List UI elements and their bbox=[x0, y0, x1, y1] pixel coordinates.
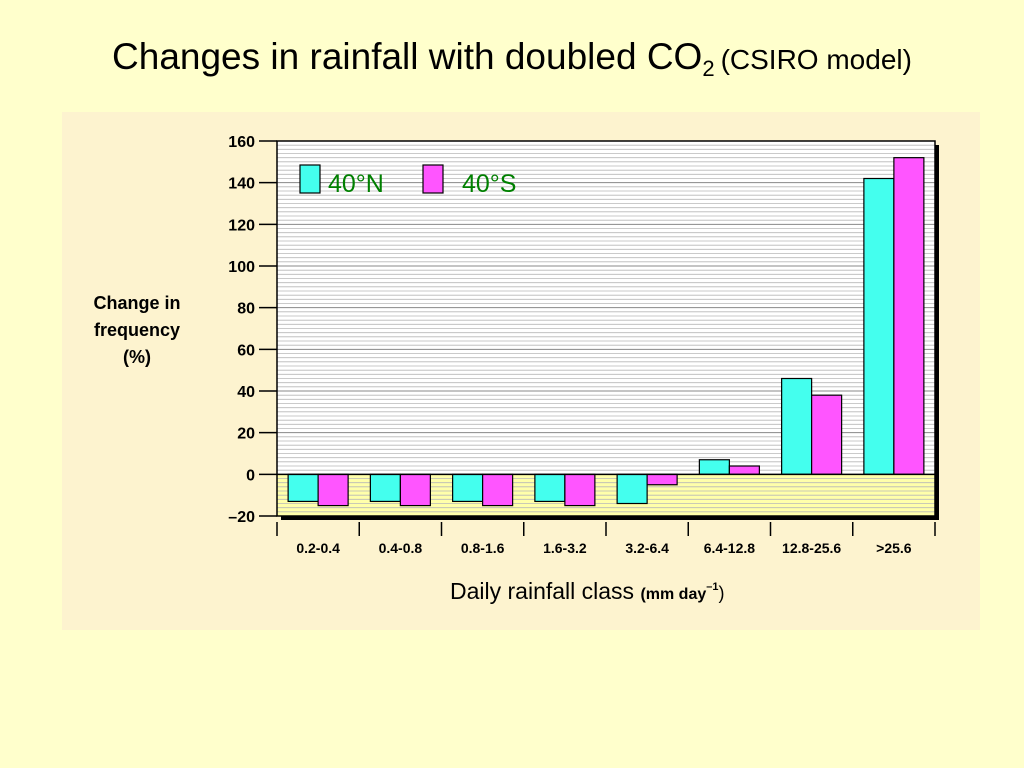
x-tick-label: 12.8-25.6 bbox=[782, 540, 841, 556]
x-axis-label-unit: (mm day bbox=[640, 586, 707, 603]
legend-label: 40°S bbox=[462, 170, 516, 198]
y-axis-label-line: frequency bbox=[93, 320, 181, 340]
y-tick-label: 120 bbox=[228, 217, 255, 234]
bar-north bbox=[534, 473, 566, 503]
y-tick-label: 80 bbox=[237, 301, 255, 318]
y-tick-label: 100 bbox=[228, 259, 255, 276]
bar-north bbox=[616, 473, 648, 505]
bar-south bbox=[893, 157, 925, 475]
x-tick-label: 0.4-0.8 bbox=[379, 540, 423, 556]
y-tick-label: 140 bbox=[228, 176, 255, 193]
y-tick-label: 20 bbox=[237, 426, 255, 443]
legend-swatch bbox=[422, 164, 444, 194]
x-axis-label: Daily rainfall class (mm day–1) bbox=[450, 578, 725, 605]
y-axis-label-line: (%) bbox=[123, 347, 151, 367]
bar-south bbox=[482, 473, 514, 507]
y-tick-label: 60 bbox=[237, 342, 255, 359]
x-axis-label-close: ) bbox=[718, 583, 725, 603]
x-tick-label: 1.6-3.2 bbox=[543, 540, 587, 556]
y-tick-label: –20 bbox=[228, 509, 255, 526]
x-axis-label-exponent: –1 bbox=[706, 581, 719, 593]
bar-south bbox=[317, 473, 349, 507]
x-tick-label: 0.8-1.6 bbox=[461, 540, 505, 556]
bar-south bbox=[811, 394, 843, 475]
y-axis-label-line: Change in bbox=[93, 293, 181, 313]
bar-south bbox=[399, 473, 431, 507]
y-tick-label: 0 bbox=[246, 467, 255, 484]
title-model: (CSIRO model) bbox=[720, 44, 912, 75]
title-main: Changes in rainfall with doubled CO bbox=[112, 36, 703, 77]
legend-label: 40°N bbox=[328, 170, 384, 198]
y-tick-label: 160 bbox=[228, 134, 255, 151]
y-tick-label: 40 bbox=[237, 384, 255, 401]
bar-north bbox=[452, 473, 484, 503]
bar-north bbox=[369, 473, 401, 503]
x-tick-label: 0.2-0.4 bbox=[296, 540, 340, 556]
bar-north bbox=[781, 377, 813, 475]
x-tick-label: 6.4-12.8 bbox=[704, 540, 756, 556]
bar-south bbox=[646, 473, 678, 486]
bar-south bbox=[728, 465, 760, 475]
y-axis-label: Change in frequency (%) bbox=[72, 290, 202, 371]
x-tick-label: 3.2-6.4 bbox=[625, 540, 669, 556]
plot-frame bbox=[276, 140, 936, 517]
legend-swatch bbox=[299, 164, 321, 194]
bar-north bbox=[863, 177, 895, 475]
bar-north bbox=[698, 459, 730, 475]
bar-south bbox=[564, 473, 596, 507]
x-axis-label-main: Daily rainfall class bbox=[450, 578, 641, 604]
bar-north bbox=[287, 473, 319, 503]
title-subscript: 2 bbox=[702, 56, 715, 81]
slide-title: Changes in rainfall with doubled CO2 (CSI… bbox=[0, 36, 1024, 82]
x-tick-label: >25.6 bbox=[876, 540, 912, 556]
